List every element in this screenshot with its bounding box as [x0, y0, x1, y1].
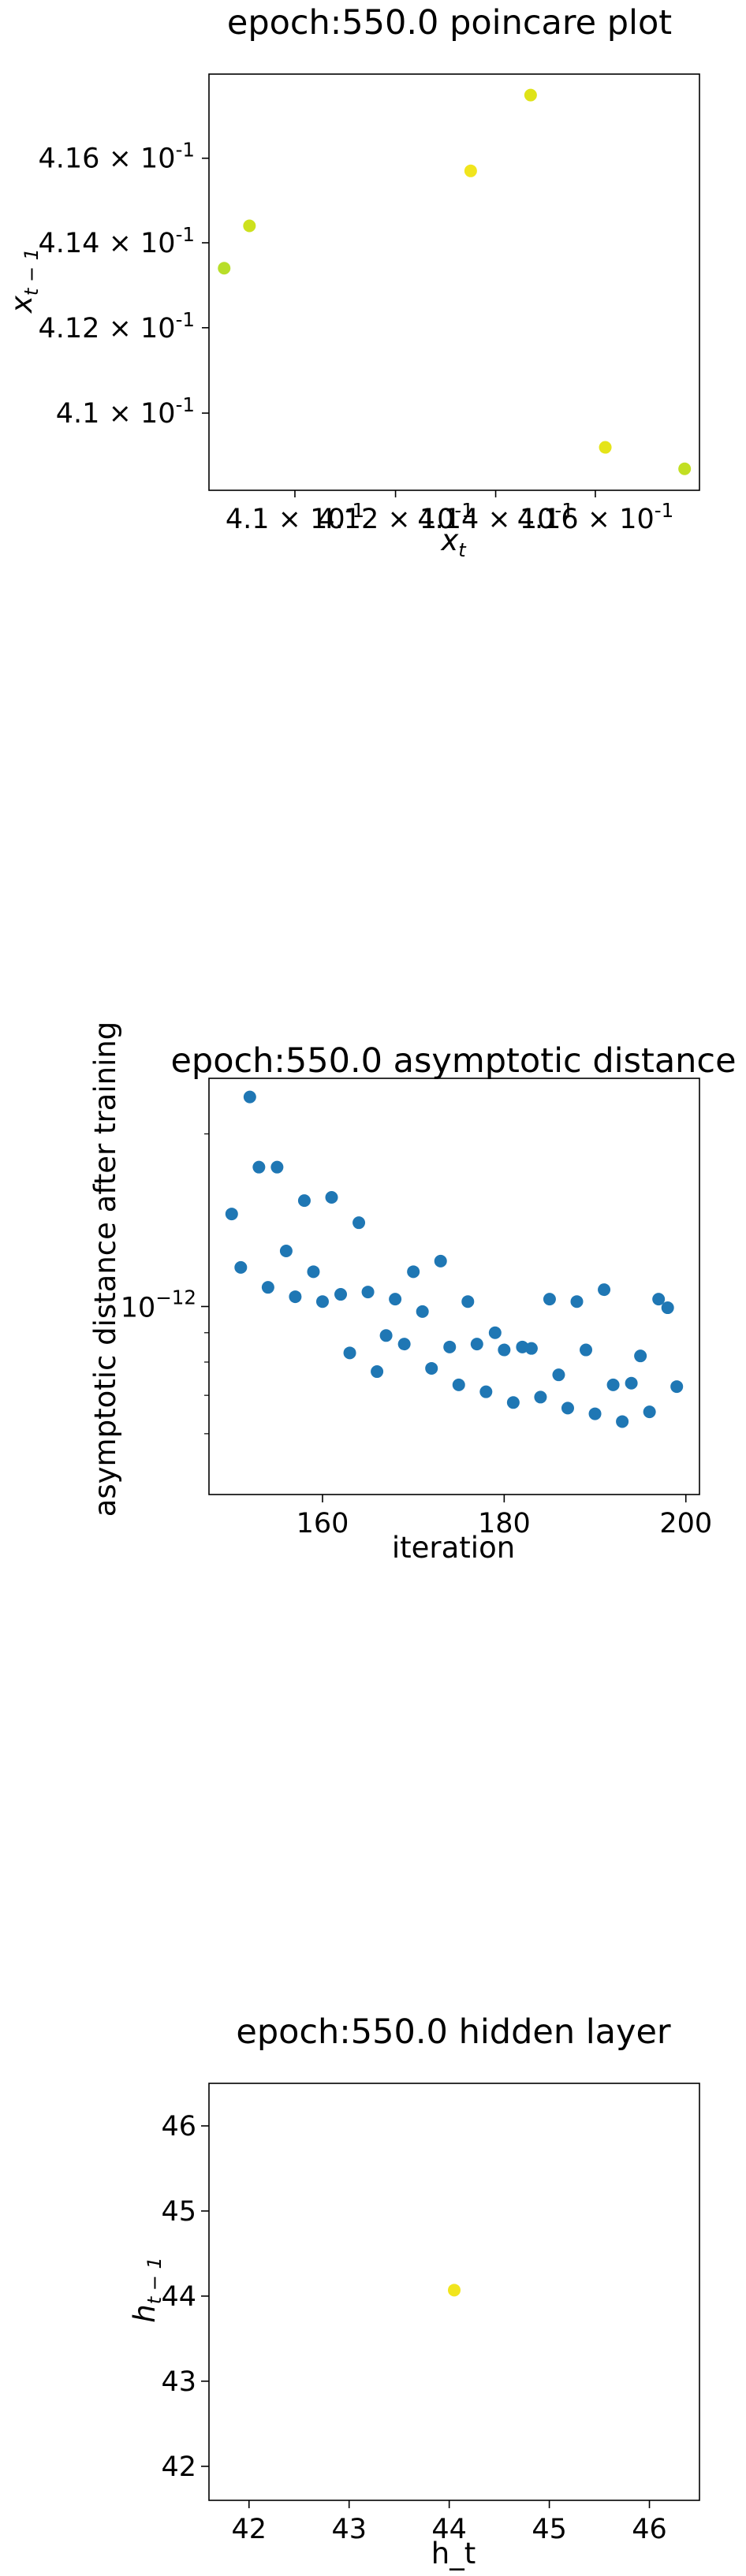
- data-point: [234, 1260, 248, 1274]
- data-point: [434, 1254, 447, 1268]
- plot-area: [208, 73, 700, 491]
- data-point: [297, 1194, 311, 1208]
- data-point: [334, 1288, 348, 1301]
- y-tick-label: 4.16 × 10-1: [39, 139, 195, 175]
- data-point: [506, 1396, 520, 1409]
- plot-area: [208, 2083, 700, 2501]
- data-point: [464, 164, 477, 177]
- y-axis-label: ht − 1: [128, 2257, 166, 2323]
- data-point: [498, 1343, 511, 1357]
- data-point: [261, 1281, 274, 1294]
- data-point: [461, 1295, 475, 1308]
- y-tick-label: 42: [161, 2451, 196, 2483]
- y-tick-label: 4.12 × 10-1: [39, 308, 195, 344]
- data-point: [661, 1301, 674, 1315]
- data-point: [243, 1090, 256, 1104]
- data-point: [670, 1380, 684, 1394]
- y-axis-label: xt − 1: [5, 248, 43, 314]
- x-tick-label: 4.1 × 10-1: [226, 499, 364, 535]
- data-point: [448, 2284, 461, 2297]
- data-point: [580, 1343, 593, 1357]
- x-tick-label: 4.16 × 10-1: [517, 499, 673, 535]
- data-point: [599, 441, 612, 454]
- data-point: [598, 1283, 611, 1297]
- y-tick-label: 4.14 × 10-1: [39, 223, 195, 259]
- data-point: [379, 1329, 393, 1342]
- y-tick-label: 45: [161, 2196, 196, 2228]
- data-point: [270, 1160, 284, 1174]
- x-tick-label: 160: [297, 1508, 349, 1539]
- x-tick-label: 44: [431, 2514, 467, 2545]
- data-point: [470, 1338, 483, 1351]
- data-point: [634, 1349, 647, 1363]
- data-point: [407, 1265, 420, 1279]
- asymptotic-chart: epoch:550.0 asymptotic distance 10−12 16…: [88, 1022, 737, 1565]
- y-tick-label: 43: [161, 2366, 196, 2398]
- data-point: [643, 1405, 656, 1419]
- data-point: [534, 1390, 547, 1404]
- x-tick-label: 46: [632, 2514, 667, 2545]
- data-point: [243, 219, 256, 233]
- x-axis-label: iteration: [392, 1531, 515, 1565]
- data-point: [543, 1293, 556, 1306]
- chart-title: epoch:550.0 poincare plot: [227, 3, 672, 43]
- x-tick-label: 42: [232, 2514, 267, 2545]
- data-point: [252, 1160, 266, 1174]
- data-point: [625, 1376, 638, 1390]
- data-point: [352, 1216, 366, 1230]
- data-point: [315, 1295, 329, 1308]
- data-point: [279, 1244, 293, 1257]
- y-tick-label: 44: [161, 2281, 196, 2313]
- data-point: [425, 1361, 438, 1375]
- plot-area: [208, 1078, 700, 1495]
- x-tick-label: 180: [478, 1508, 531, 1539]
- poincare-chart: epoch:550.0 poincare plot 4.1 × 10-14.12…: [5, 3, 700, 561]
- data-point: [606, 1378, 620, 1391]
- data-point: [588, 1407, 602, 1420]
- chart-title: epoch:550.0 hidden layer: [236, 2012, 671, 2052]
- data-point: [452, 1378, 465, 1391]
- data-point: [524, 1342, 538, 1355]
- data-point: [678, 462, 692, 475]
- data-point: [361, 1286, 375, 1299]
- data-point: [479, 1385, 493, 1398]
- data-point: [524, 88, 537, 102]
- y-tick-label: 46: [161, 2111, 196, 2142]
- data-point: [389, 1293, 402, 1306]
- data-point: [616, 1415, 629, 1428]
- data-point: [397, 1338, 411, 1351]
- x-tick-label: 43: [331, 2514, 367, 2545]
- data-point: [443, 1340, 457, 1353]
- x-tick-label: 4.12 × 10-1: [317, 499, 473, 535]
- x-axis-label: h_t: [431, 2537, 476, 2570]
- data-point: [307, 1265, 320, 1279]
- data-point: [325, 1191, 338, 1204]
- hidden-layer-chart: epoch:550.0 hidden layer 42 43 44 45 46 42 43…: [128, 2012, 700, 2570]
- data-point: [218, 262, 231, 275]
- data-point: [225, 1208, 238, 1221]
- data-point: [488, 1326, 502, 1339]
- data-point: [343, 1346, 356, 1360]
- x-tick-label: 4.14 × 10-1: [417, 499, 573, 535]
- data-point: [570, 1295, 584, 1308]
- data-point: [552, 1368, 565, 1382]
- y-axis-label: asymptotic distance after training: [88, 1022, 122, 1517]
- data-point: [371, 1365, 384, 1379]
- x-tick-label: 45: [532, 2514, 567, 2545]
- data-point: [416, 1305, 429, 1318]
- data-point: [561, 1402, 574, 1415]
- x-tick-label: 200: [659, 1508, 712, 1539]
- y-tick-label: 4.1 × 10-1: [56, 393, 195, 430]
- data-point: [289, 1290, 302, 1304]
- data-point: [652, 1293, 666, 1306]
- y-tick-label: 10−12: [121, 1286, 196, 1323]
- chart-title: epoch:550.0 asymptotic distance: [170, 1041, 736, 1081]
